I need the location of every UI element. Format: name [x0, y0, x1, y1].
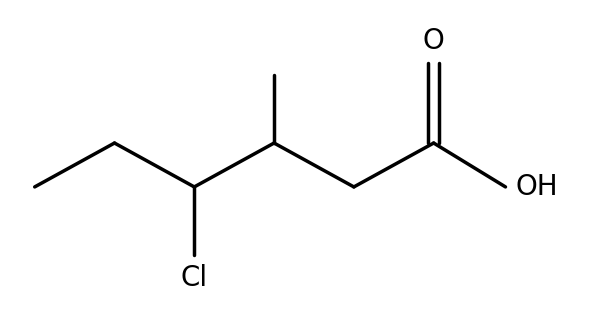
Text: O: O	[423, 27, 444, 55]
Text: Cl: Cl	[181, 264, 208, 292]
Text: OH: OH	[515, 173, 558, 201]
